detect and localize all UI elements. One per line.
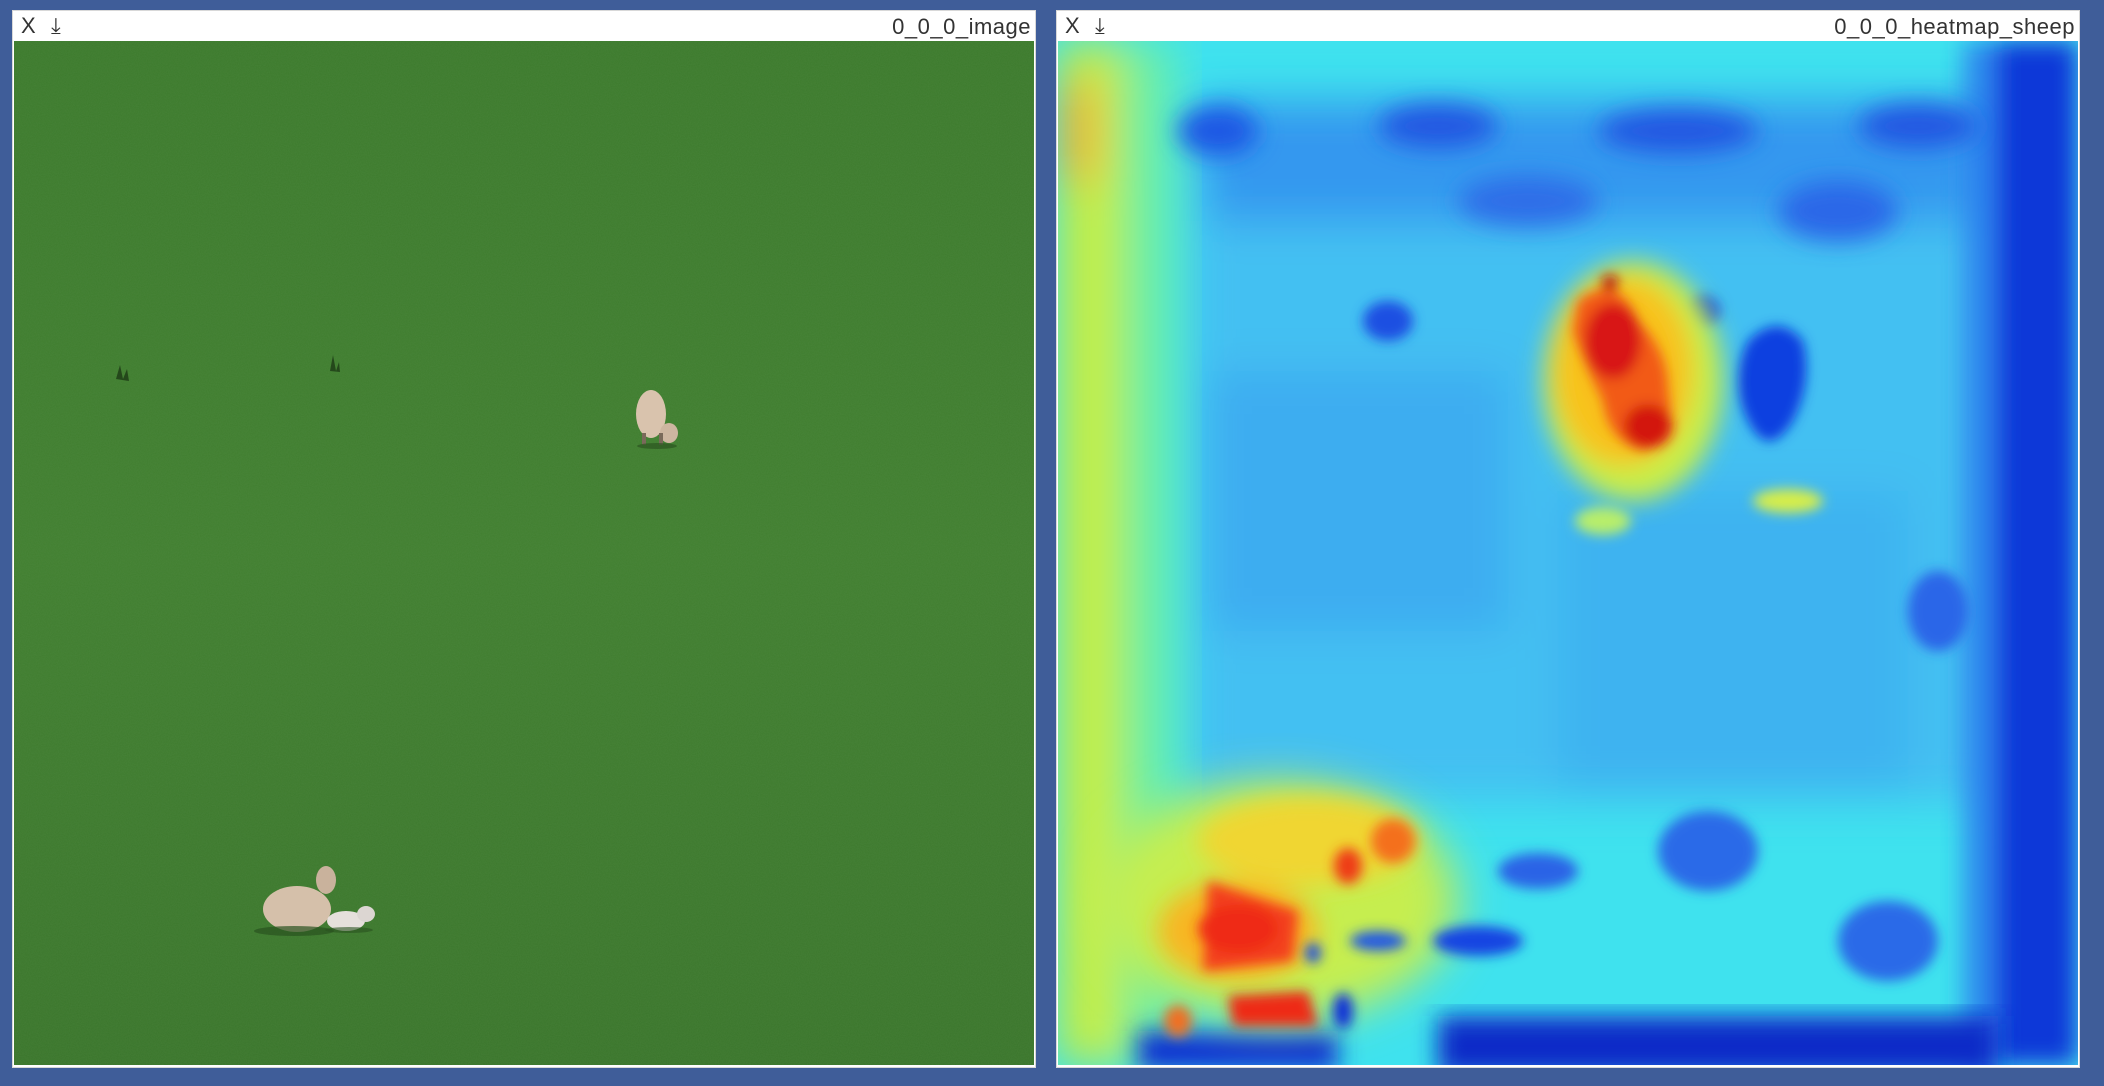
panel-titlebar: X ⤓ 0_0_0_image xyxy=(13,11,1035,41)
image-panel: X ⤓ 0_0_0_image xyxy=(12,10,1036,1068)
sheep-lying xyxy=(254,866,336,936)
heatmap-panel: X ⤓ 0_0_0_heatmap_sheep xyxy=(1056,10,2080,1068)
panel-title: 0_0_0_heatmap_sheep xyxy=(1834,14,2075,39)
grass-photo xyxy=(14,41,1034,1065)
download-icon[interactable]: ⤓ xyxy=(51,13,61,38)
sheep-grazing xyxy=(636,390,678,449)
panel-titlebar: X ⤓ 0_0_0_heatmap_sheep xyxy=(1057,11,2079,41)
grass-tuft xyxy=(330,355,340,372)
grass-tuft xyxy=(116,365,129,381)
heatmap-canvas xyxy=(1058,41,2078,1065)
lamb xyxy=(325,906,375,933)
photo-canvas xyxy=(14,41,1034,1065)
close-icon[interactable]: X xyxy=(1065,13,1080,38)
download-icon[interactable]: ⤓ xyxy=(1095,13,1105,38)
close-icon[interactable]: X xyxy=(21,13,36,38)
panel-title: 0_0_0_image xyxy=(892,14,1031,39)
sheep-heatmap xyxy=(1058,41,2078,1065)
